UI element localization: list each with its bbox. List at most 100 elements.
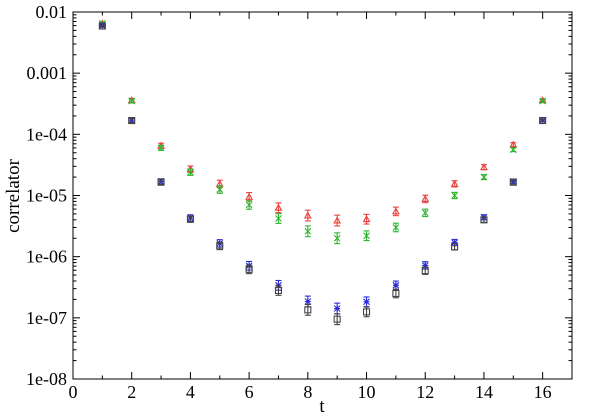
cross-marker <box>421 209 429 217</box>
square-marker <box>480 216 488 224</box>
data-point <box>245 264 253 275</box>
x-tick-label: 12 <box>416 382 434 402</box>
series-group <box>98 20 547 245</box>
y-axis-label: correlator <box>3 158 24 233</box>
square-marker <box>98 22 106 30</box>
cross-marker <box>509 146 517 154</box>
triangle-marker <box>274 203 283 211</box>
data-point <box>509 146 517 154</box>
cross-marker <box>451 192 458 199</box>
series-group <box>98 22 547 326</box>
data-point <box>333 302 341 315</box>
star-marker <box>392 281 400 289</box>
data-point <box>480 216 488 224</box>
cross-marker <box>539 97 547 105</box>
data-point <box>98 22 106 30</box>
plot-frame <box>72 11 573 380</box>
y-tick-label: 1e-05 <box>26 186 67 206</box>
cross-marker <box>245 201 253 209</box>
data-point <box>451 243 459 251</box>
star-marker <box>304 298 312 305</box>
square-marker <box>274 286 283 295</box>
cross-marker <box>216 186 224 193</box>
square-marker <box>539 117 547 125</box>
data-point <box>392 288 400 299</box>
triangle-marker <box>421 194 430 202</box>
data-point <box>245 200 253 210</box>
data-point <box>304 303 312 316</box>
data-point <box>363 230 370 242</box>
square-marker <box>421 267 429 275</box>
cross-marker <box>392 224 400 231</box>
y-axis: 1e-08 1e-07 1e-06 1e-05 1e-04 0.001 0.01 <box>26 2 572 389</box>
square-marker <box>333 315 341 323</box>
series-group <box>98 19 547 227</box>
y-tick-label: 1e-06 <box>26 247 67 267</box>
square-marker <box>216 242 224 250</box>
data-point <box>187 168 194 176</box>
cross-marker <box>304 227 312 235</box>
data-point <box>362 306 371 318</box>
data-point <box>450 179 459 188</box>
cross-marker <box>363 232 370 240</box>
x-axis-label: t <box>319 396 325 414</box>
square-marker <box>157 178 165 186</box>
data-point <box>333 232 341 245</box>
star-marker <box>363 298 370 306</box>
square-marker <box>362 308 371 316</box>
data-point <box>186 215 194 223</box>
data-point <box>391 206 400 217</box>
star-marker <box>421 262 429 269</box>
data-point <box>333 214 342 227</box>
square-marker <box>392 289 400 298</box>
triangle-marker <box>333 216 342 224</box>
x-tick-label: 2 <box>127 382 136 402</box>
x-tick-label: 4 <box>186 382 195 402</box>
cross-marker <box>275 215 282 222</box>
triangle-marker <box>391 207 400 215</box>
x-tick-label: 16 <box>534 382 552 402</box>
data-point <box>128 117 136 125</box>
data-point <box>303 209 312 222</box>
triangle-marker <box>450 179 459 187</box>
triangle-marker <box>303 211 312 219</box>
cross-marker <box>480 173 488 181</box>
y-tick-label: 0.01 <box>36 2 68 22</box>
data-point <box>392 280 400 291</box>
data-point <box>245 192 254 202</box>
y-tick-label: 1e-08 <box>26 369 67 389</box>
data-point <box>128 97 136 105</box>
data-point <box>392 222 400 233</box>
data-point <box>362 213 371 225</box>
data-point <box>539 117 547 125</box>
series-group <box>98 22 547 315</box>
data-point <box>421 208 429 218</box>
data-point <box>304 225 312 238</box>
y-tick-label: 0.001 <box>27 63 68 83</box>
x-tick-label: 0 <box>69 382 78 402</box>
triangle-marker <box>509 140 518 148</box>
square-marker <box>128 117 136 125</box>
square-marker <box>509 178 517 186</box>
square-marker <box>304 306 312 314</box>
data-point <box>480 173 488 181</box>
data-point <box>216 185 224 194</box>
x-tick-label: 8 <box>303 382 312 402</box>
data-point <box>274 285 283 296</box>
x-tick-label: 6 <box>245 382 254 402</box>
cross-marker <box>157 144 165 152</box>
x-tick-label: 10 <box>358 382 376 402</box>
data-point <box>157 144 165 152</box>
data-point <box>363 296 370 308</box>
triangle-marker <box>245 192 254 200</box>
data-point <box>421 194 430 204</box>
square-marker <box>245 265 253 273</box>
data-point <box>333 313 341 326</box>
data-point <box>157 178 165 186</box>
y-tick-label: 1e-07 <box>26 308 67 328</box>
triangle-marker <box>362 215 371 223</box>
cross-marker <box>333 234 341 242</box>
triangle-marker <box>480 163 488 171</box>
cross-marker <box>187 168 194 176</box>
